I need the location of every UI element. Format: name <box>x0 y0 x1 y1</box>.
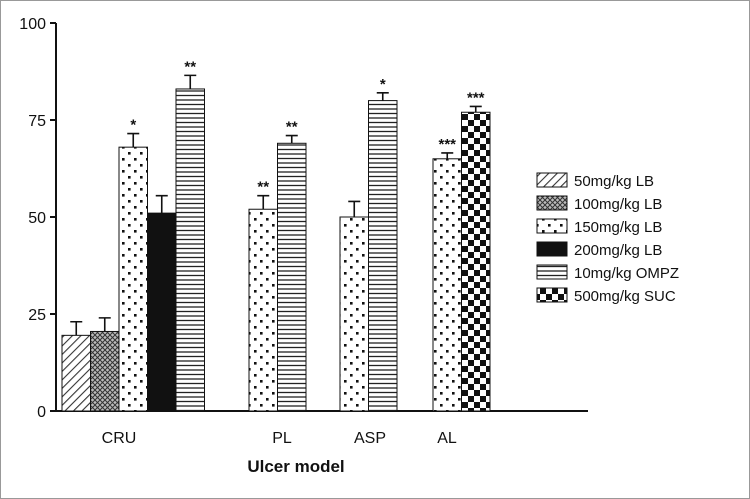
error-bar <box>469 105 482 113</box>
significance-label: * <box>380 76 386 93</box>
legend-label: 50mg/kg LB <box>574 173 654 190</box>
legend-swatch <box>536 218 568 234</box>
bar <box>61 334 91 412</box>
y-tick-label: 100 <box>19 16 46 33</box>
legend-swatch <box>536 172 568 188</box>
significance-label: * <box>130 117 136 134</box>
bar <box>90 330 120 412</box>
legend-swatch <box>536 241 568 257</box>
legend-swatch <box>536 264 568 280</box>
error-bar <box>285 134 298 144</box>
y-tick-label: 25 <box>28 307 46 324</box>
y-tick-label: 50 <box>28 210 46 227</box>
error-bar <box>127 132 140 148</box>
significance-label: *** <box>438 136 456 153</box>
bar <box>147 212 177 412</box>
bar <box>277 142 307 412</box>
x-tick-label: ASP <box>354 430 386 447</box>
error-bar <box>376 92 389 101</box>
legend-label: 150mg/kg LB <box>574 219 662 236</box>
error-bar <box>184 74 197 89</box>
y-tick-label: 0 <box>37 404 46 421</box>
legend-label: 200mg/kg LB <box>574 242 662 259</box>
error-bar <box>70 320 83 336</box>
x-tick-label: CRU <box>102 430 137 447</box>
bar <box>432 158 462 412</box>
error-bar <box>348 200 361 217</box>
legend-swatch <box>536 287 568 303</box>
bar <box>368 100 398 412</box>
legend: 50mg/kg LB 100mg/kg LB 150mg/kg LB 200mg/kg… <box>536 172 679 305</box>
error-bar <box>155 194 168 214</box>
significance-label: ** <box>257 179 269 196</box>
significance-label: ** <box>184 58 196 75</box>
bar <box>118 146 148 412</box>
x-tick-label: PL <box>272 430 292 447</box>
error-bar <box>257 194 270 210</box>
significance-label: *** <box>467 89 485 106</box>
bar <box>339 216 369 412</box>
bars: ************** <box>61 58 491 412</box>
bar <box>175 88 205 412</box>
x-axis-title: Ulcer model <box>247 457 344 476</box>
legend-label: 10mg/kg OMPZ <box>574 265 679 282</box>
bar <box>248 208 278 412</box>
legend-label: 500mg/kg SUC <box>574 288 676 305</box>
legend-label: 100mg/kg LB <box>574 196 662 213</box>
x-tick-label: AL <box>437 430 457 447</box>
y-tick-label: 75 <box>28 113 46 130</box>
error-bar <box>98 317 111 332</box>
significance-label: ** <box>286 119 298 136</box>
legend-swatch <box>536 195 568 211</box>
error-bar <box>441 152 454 159</box>
bar <box>461 111 491 412</box>
